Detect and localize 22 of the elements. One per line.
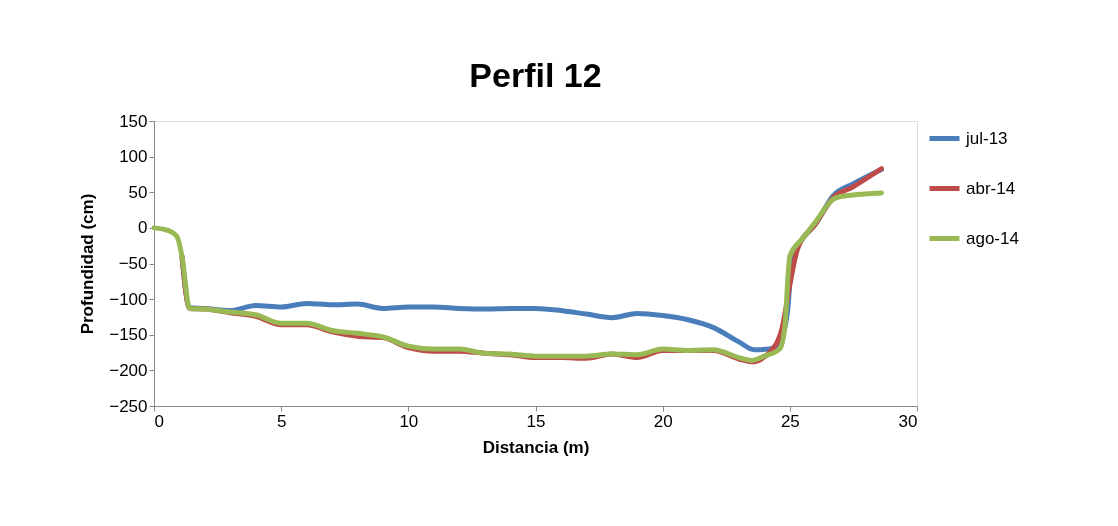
x-axis-title: Distancia (m) xyxy=(482,437,590,457)
x-tick-label: 5 xyxy=(276,411,287,431)
y-tick-label: 150 xyxy=(119,111,148,131)
y-tick-label: 100 xyxy=(119,147,148,167)
legend-label: ago-14 xyxy=(966,228,1019,248)
legend-label: jul-13 xyxy=(965,128,1008,148)
y-tick-label: −250 xyxy=(109,396,148,416)
y-axis-title: Profundidad (cm) xyxy=(78,193,98,335)
x-tick-label: 0 xyxy=(154,411,164,431)
x-tick-label: 15 xyxy=(526,411,546,431)
legend-label: abr-14 xyxy=(966,178,1016,198)
y-tick-label: −50 xyxy=(118,254,148,273)
x-tick-label: 25 xyxy=(780,411,800,431)
y-tick-label: −150 xyxy=(109,325,148,345)
y-tick-label: 50 xyxy=(128,182,148,202)
x-tick-label: 20 xyxy=(653,411,673,431)
chart-title: Perfil 12 xyxy=(469,56,602,94)
y-tick-label: −100 xyxy=(109,289,148,309)
x-tick-label: 30 xyxy=(898,411,918,431)
y-tick-label: −200 xyxy=(109,360,148,380)
y-tick-label: 0 xyxy=(138,218,148,238)
x-tick-label: 10 xyxy=(399,411,419,431)
